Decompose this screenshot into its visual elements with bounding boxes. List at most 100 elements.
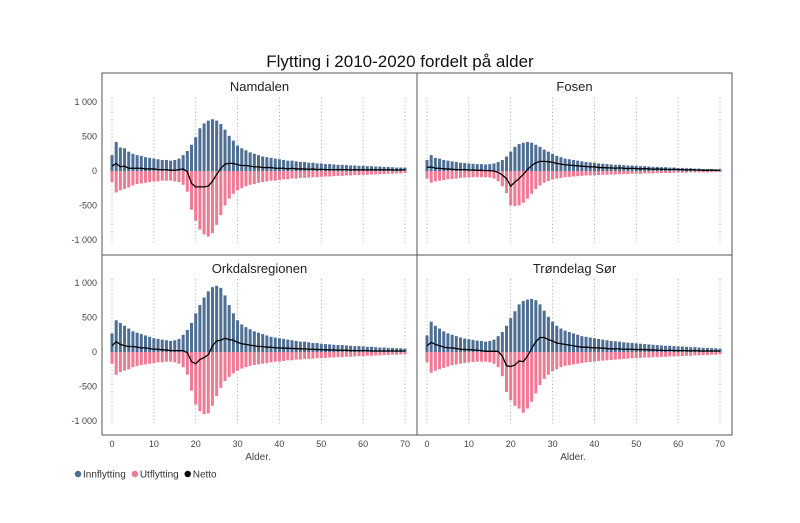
bar-utflytting [240,352,244,369]
bar-innflytting [240,148,244,171]
bar-utflytting [525,352,529,409]
bar-utflytting [429,352,433,373]
bar-utflytting [638,171,642,174]
bar-innflytting [500,331,504,352]
bar-utflytting [450,171,454,179]
bar-innflytting [438,158,442,171]
bar-innflytting [705,347,709,352]
bar-innflytting [555,325,559,352]
bar-utflytting [584,171,588,176]
bar-innflytting [676,346,680,352]
bar-innflytting [282,159,286,171]
bar-utflytting [559,352,563,368]
bar-utflytting [630,352,634,359]
bar-innflytting [311,343,315,352]
bar-utflytting [332,171,336,177]
bar-utflytting [244,171,248,187]
bar-innflytting [152,338,156,352]
bar-utflytting [479,171,483,178]
bar-innflytting [139,334,143,352]
bar-innflytting [206,120,210,171]
bar-innflytting [127,328,131,352]
bar-innflytting [365,166,369,171]
bar-innflytting [252,331,256,352]
bar-utflytting [382,352,386,356]
x-tick-label: 40 [589,439,599,449]
bar-innflytting [718,348,722,352]
legend-marker [131,470,139,478]
x-tick-label: 70 [400,439,410,449]
bar-utflytting [265,171,269,182]
bar-innflytting [223,129,227,171]
bar-innflytting [181,334,185,352]
bar-utflytting [484,352,488,362]
bar-utflytting [290,171,294,179]
bar-utflytting [576,352,580,364]
bar-utflytting [530,352,534,402]
bar-utflytting [202,171,206,235]
bar-innflytting [198,305,202,352]
bar-innflytting [114,320,118,352]
bar-innflytting [601,339,605,352]
bar-utflytting [668,352,672,357]
bar-innflytting [256,155,261,171]
netto-line [426,160,720,188]
panel-0: Namdalen 1 000 500 0 -500 -1 000 [71,72,418,256]
chart-title: Flytting i 2010-2020 fordelt på alder [266,52,534,71]
bar-innflytting [509,151,513,171]
bar-utflytting [114,352,118,375]
bar-utflytting [496,352,500,368]
bar-utflytting [190,352,194,391]
bar-innflytting [148,336,152,352]
bar-innflytting [521,142,525,171]
bar-innflytting [156,159,160,171]
bar-utflytting [664,171,668,174]
bar-innflytting [185,150,189,171]
bar-innflytting [429,321,433,352]
bar-innflytting [160,159,164,171]
netto-line [111,162,406,188]
bar-innflytting [454,336,458,352]
bar-utflytting [571,352,576,365]
bar-utflytting [336,171,340,176]
bar-utflytting [605,352,609,361]
bar-utflytting [219,171,223,216]
bar-utflytting [169,352,173,362]
bar-innflytting [559,328,563,352]
bar-utflytting [353,352,357,357]
bar-utflytting [488,171,492,178]
bar-innflytting [525,142,529,171]
bar-utflytting [357,352,361,357]
bar-utflytting [521,171,525,203]
bar-utflytting [467,171,471,178]
bar-innflytting [693,347,697,352]
bar-utflytting [152,171,156,182]
bar-utflytting [265,352,269,364]
bar-utflytting [190,171,194,210]
bar-utflytting [630,171,634,174]
bar-innflytting [185,329,189,352]
legend-label: Utflytting [140,470,179,481]
bar-innflytting [513,311,517,352]
bar-utflytting [433,352,437,371]
legend-label: Netto [193,470,217,481]
bar-utflytting [110,171,114,183]
bar-innflytting [517,304,521,352]
bar-innflytting [323,344,327,352]
bar-utflytting [328,171,332,177]
bar-innflytting [118,147,122,171]
bar-innflytting [492,339,496,352]
bar-innflytting [680,346,684,352]
bar-innflytting [177,158,181,171]
bar-innflytting [210,119,214,171]
bar-utflytting [701,352,705,356]
bar-utflytting [546,352,550,375]
bar-innflytting [382,166,386,171]
bar-utflytting [492,352,496,364]
bar-innflytting [484,164,488,171]
bar-innflytting [386,166,390,171]
bar-utflytting [390,352,394,355]
bar-utflytting [475,171,479,178]
bar-utflytting [110,352,114,364]
